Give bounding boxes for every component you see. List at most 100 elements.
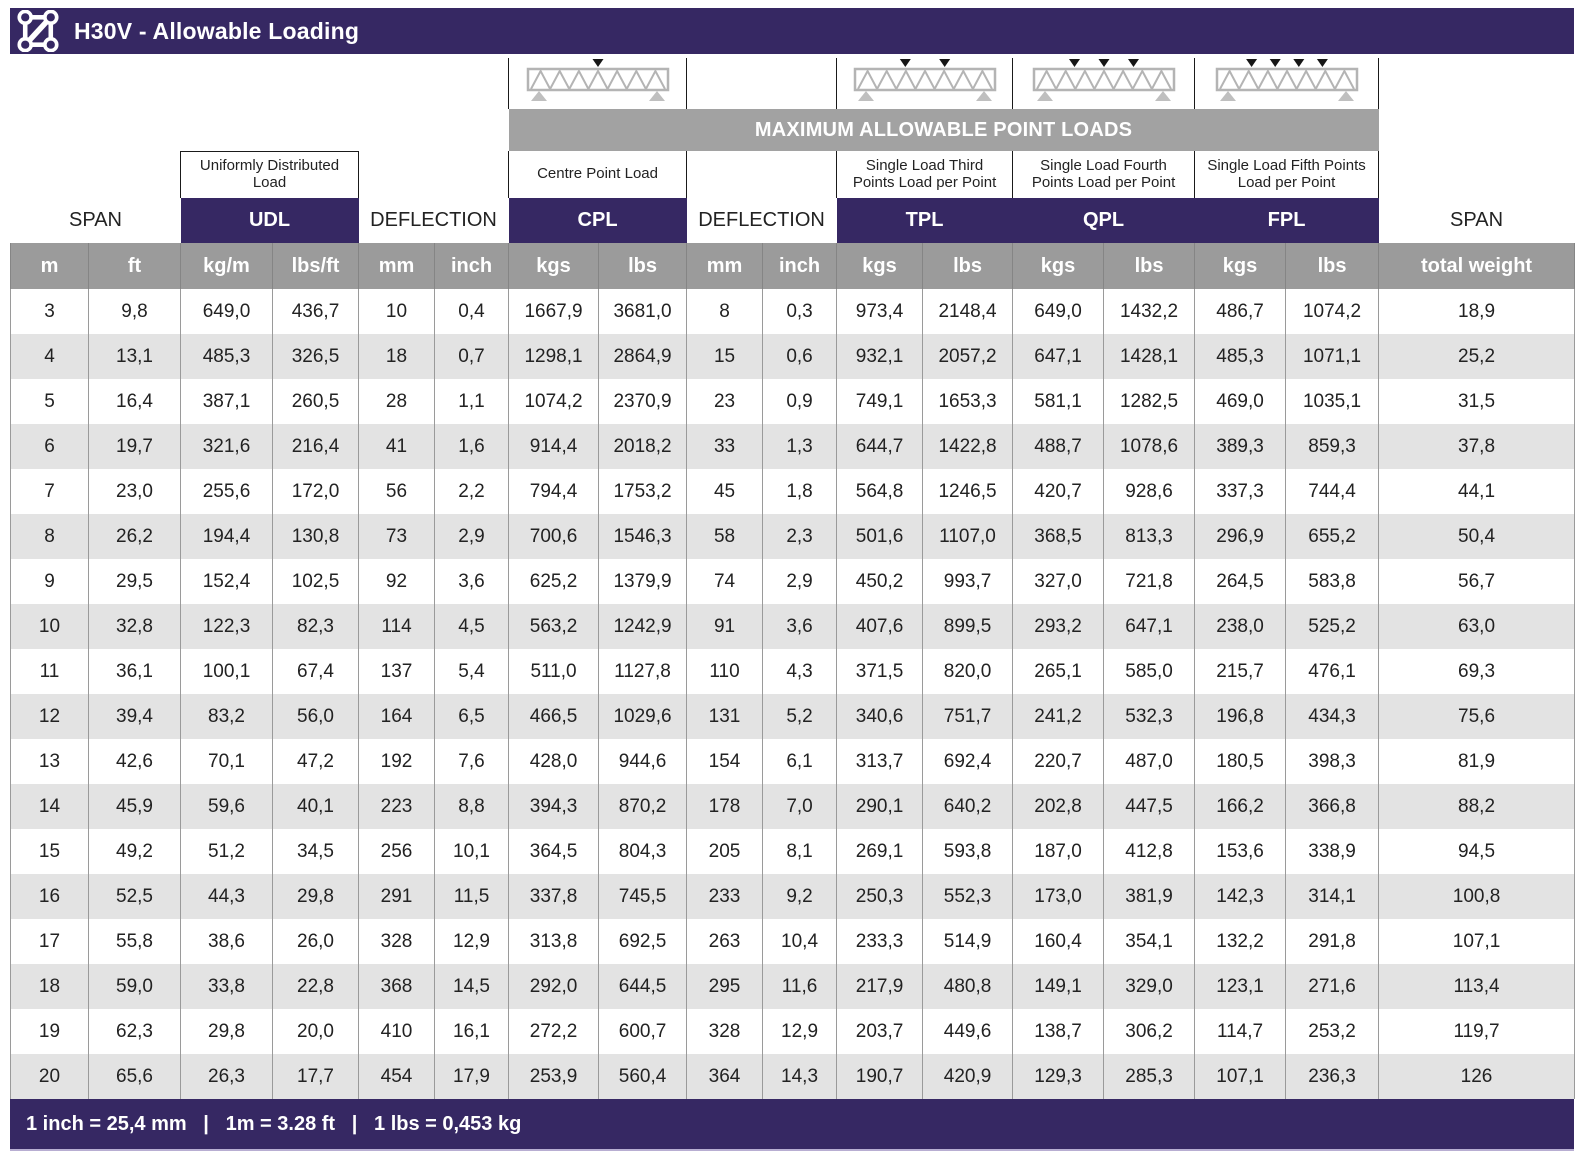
table-cell: 19 (10, 1009, 89, 1054)
table-cell: 1029,6 (598, 694, 688, 739)
cpl-group-label: CPL (508, 198, 687, 243)
span-group-label: SPAN (69, 209, 122, 231)
table-cell: 314,1 (1285, 874, 1380, 919)
table-row: 16 52,5 44,3 29,8 291 11,5 337,8 745,5 233 9,2 250… (10, 874, 1576, 919)
table-cell: 813,3 (1103, 514, 1196, 559)
table-cell: 1282,5 (1103, 379, 1196, 424)
table-cell: 2018,2 (598, 424, 688, 469)
table-cell: 18 (358, 334, 435, 379)
table-cell: 644,7 (836, 424, 924, 469)
table-cell: 130,8 (272, 514, 359, 559)
table-cell: 25,2 (1378, 334, 1576, 379)
table-cell: 8,8 (433, 784, 510, 829)
table-row: 15 49,2 51,2 34,5 256 10,1 364,5 804,3 205 8,1 269… (10, 829, 1576, 874)
table-cell: 153,6 (1194, 829, 1287, 874)
table-cell: 600,7 (598, 1009, 688, 1054)
table-cell: 371,5 (836, 649, 924, 694)
table-cell: 13,1 (88, 334, 181, 379)
table-cell: 271,6 (1285, 964, 1380, 1009)
table-cell: 485,3 (1194, 334, 1287, 379)
table-cell: 70,1 (180, 739, 273, 784)
table-cell: 178 (686, 784, 764, 829)
table-cell: 0,3 (762, 289, 838, 334)
table-cell: 122,3 (180, 604, 273, 649)
table-cell: 466,5 (508, 694, 600, 739)
description-row: Uniformly Distributed Load Centre Point … (11, 150, 1575, 198)
table-cell: 202,8 (1012, 784, 1105, 829)
table-cell: 36,1 (88, 649, 181, 694)
table-cell: 4 (10, 334, 89, 379)
fpl-description: Single Load Fifth Points Load per Point (1194, 151, 1380, 198)
table-row: 10 32,8 122,3 82,3 114 4,5 563,2 1242,9 91 3,6 407… (10, 604, 1576, 649)
unit-header-cell: mm (358, 243, 435, 289)
table-cell: 354,1 (1103, 919, 1196, 964)
table-cell: 264,5 (1194, 559, 1287, 604)
table-cell: 31,5 (1378, 379, 1576, 424)
table-cell: 368,5 (1012, 514, 1105, 559)
table-cell: 469,0 (1194, 379, 1287, 424)
table-cell: 137 (358, 649, 435, 694)
table-row: 13 42,6 70,1 47,2 192 7,6 428,0 944,6 154 6,1 313,… (10, 739, 1576, 784)
banner-row: MAXIMUM ALLOWABLE POINT LOADS (11, 109, 1575, 151)
max-point-loads-banner: MAXIMUM ALLOWABLE POINT LOADS (508, 109, 1379, 151)
table-cell: 29,5 (88, 559, 181, 604)
table-cell: 253,9 (508, 1054, 600, 1099)
table-cell: 166,2 (1194, 784, 1287, 829)
table-cell: 217,9 (836, 964, 924, 1009)
table-cell: 321,6 (180, 424, 273, 469)
table-cell: 6,1 (762, 739, 838, 784)
table-cell: 340,6 (836, 694, 924, 739)
table-cell: 290,1 (836, 784, 924, 829)
table-cell: 44,1 (1378, 469, 1576, 514)
table-cell: 434,3 (1285, 694, 1380, 739)
table-cell: 265,1 (1012, 649, 1105, 694)
table-cell: 1298,1 (508, 334, 600, 379)
table-cell: 23,0 (88, 469, 181, 514)
table-cell: 480,8 (922, 964, 1014, 1009)
table-cell: 233,3 (836, 919, 924, 964)
table-cell: 2,3 (762, 514, 838, 559)
table-cell: 328 (358, 919, 435, 964)
qpl-group-label: QPL (1012, 198, 1195, 243)
table-cell: 295 (686, 964, 764, 1009)
table-cell: 5,4 (433, 649, 510, 694)
table-cell: 14,5 (433, 964, 510, 1009)
table-row: 12 39,4 83,2 56,0 164 6,5 466,5 1029,6 131 5,2 340… (10, 694, 1576, 739)
tpl-group-label: TPL (836, 198, 1013, 243)
table-cell: 0,4 (433, 289, 510, 334)
table-cell: 152,4 (180, 559, 273, 604)
table-cell: 655,2 (1285, 514, 1380, 559)
table-row: 7 23,0 255,6 172,0 56 2,2 794,4 1753,2 45 1,8 564,… (10, 469, 1576, 514)
table-cell: 50,4 (1378, 514, 1576, 559)
table-cell: 3 (10, 289, 89, 334)
table-cell: 15 (686, 334, 764, 379)
table-cell: 26,3 (180, 1054, 273, 1099)
table-cell: 9,2 (762, 874, 838, 919)
table-cell: 1753,2 (598, 469, 688, 514)
table-cell: 804,3 (598, 829, 688, 874)
table-cell: 45,9 (88, 784, 181, 829)
table-cell: 398,3 (1285, 739, 1380, 784)
table-cell: 196,8 (1194, 694, 1287, 739)
table-cell: 794,4 (508, 469, 600, 514)
table-cell: 18 (10, 964, 89, 1009)
table-cell: 190,7 (836, 1054, 924, 1099)
table-cell: 585,0 (1103, 649, 1196, 694)
table-cell: 216,4 (272, 424, 359, 469)
truss-diagram-cpl-cell (508, 58, 687, 109)
cpl-description: Centre Point Load (508, 151, 688, 198)
table-cell: 20,0 (272, 1009, 359, 1054)
table-cell: 142,3 (1194, 874, 1287, 919)
table-cell: 233 (686, 874, 764, 919)
table-cell: 1,1 (433, 379, 510, 424)
table-cell: 65,6 (88, 1054, 181, 1099)
table-cell: 113,4 (1378, 964, 1576, 1009)
table-row: 14 45,9 59,6 40,1 223 8,8 394,3 870,2 178 7,0 290,… (10, 784, 1576, 829)
table-cell: 55,8 (88, 919, 181, 964)
table-cell: 16 (10, 874, 89, 919)
table-cell: 485,3 (180, 334, 273, 379)
table-cell: 410 (358, 1009, 435, 1054)
table-cell: 5,2 (762, 694, 838, 739)
table-cell: 10 (358, 289, 435, 334)
table-cell: 44,3 (180, 874, 273, 919)
